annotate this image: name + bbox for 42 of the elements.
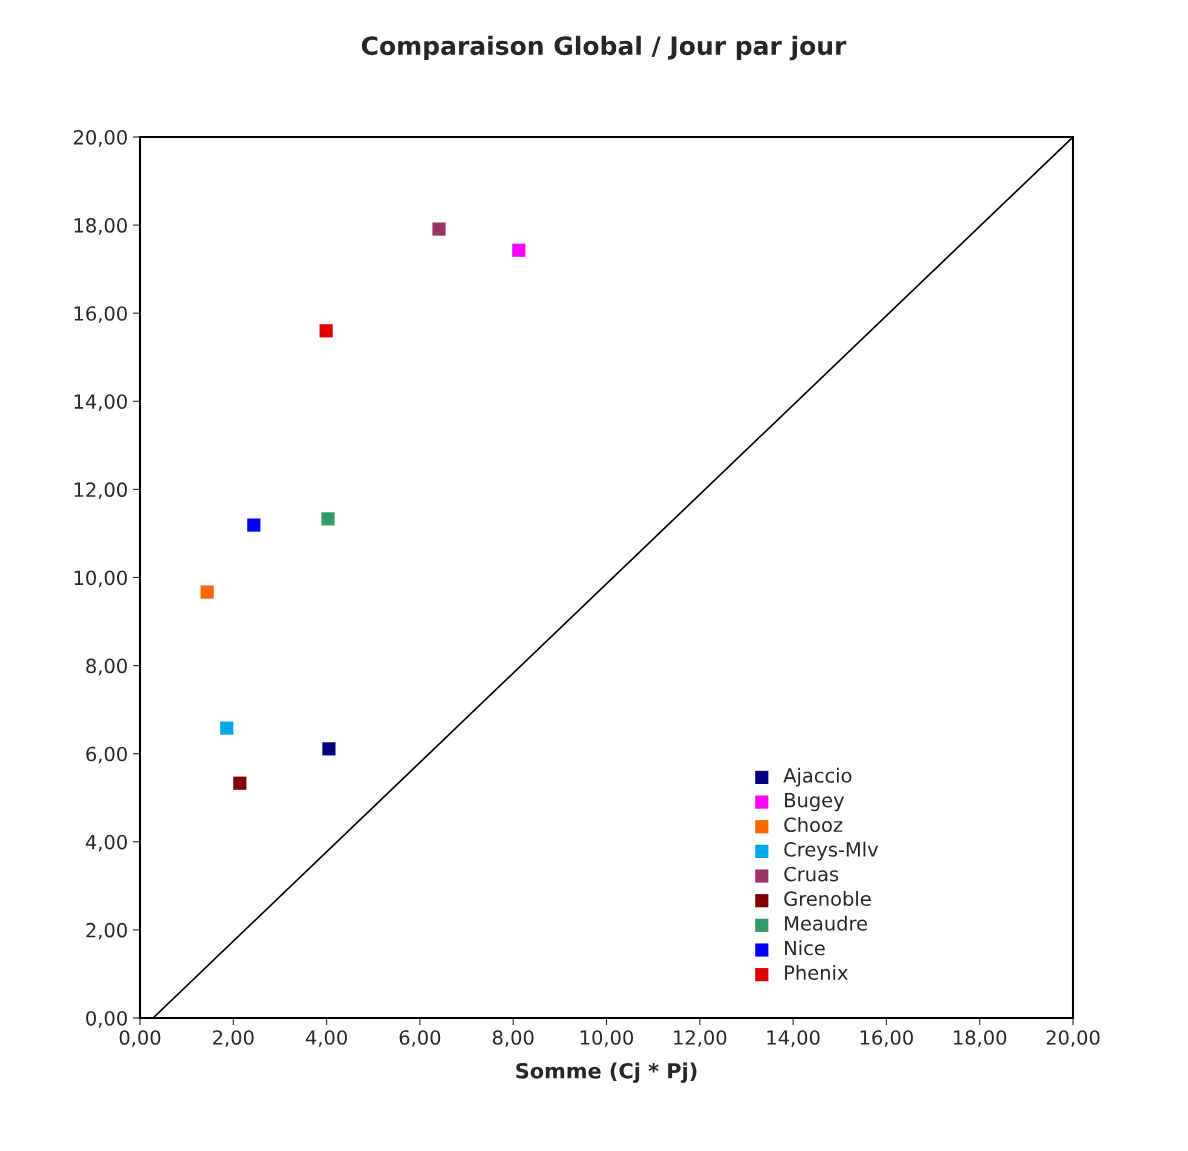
y-tick-label: 16,00: [74, 306, 127, 323]
point: [247, 518, 261, 532]
x-axis-title: Somme (Cj * Pj): [516, 1062, 697, 1083]
legend-label: Cruas: [784, 866, 839, 882]
y-tick-label: 12,00: [74, 482, 127, 500]
x-tick-label: 0,00: [119, 1030, 161, 1047]
x-tick-label: 14,00: [767, 1030, 820, 1047]
x-tick-label: 10,00: [580, 1030, 634, 1047]
y-tick-label: 0,00: [86, 1010, 127, 1028]
x-tick-label: 20,00: [1046, 1030, 1100, 1047]
legend-label: Phenix: [785, 964, 848, 981]
point: [512, 243, 526, 257]
legend-label: Bugey: [785, 793, 845, 812]
point: [432, 222, 446, 236]
y-tick-label: 8,00: [86, 658, 127, 676]
y-tick-label: 2,00: [86, 922, 127, 940]
legend-label: Nice: [785, 940, 825, 956]
point: [322, 742, 336, 756]
legend-label: Ajaccio: [783, 767, 852, 787]
y-tick-label: 20,00: [73, 129, 127, 147]
legend-label: Grenoble: [784, 891, 871, 907]
point: [200, 585, 214, 599]
x-tick-label: 12,00: [674, 1030, 727, 1047]
x-tick-label: 4,00: [305, 1030, 347, 1047]
point: [319, 324, 333, 338]
y-tick-label: 6,00: [86, 746, 127, 764]
y-tick-label: 18,00: [74, 218, 127, 235]
y-tick-label: 10,00: [74, 570, 127, 588]
point: [220, 721, 234, 735]
legend-label: Creys-Mlv: [784, 841, 879, 861]
y-tick-label: 14,00: [74, 394, 127, 411]
legend-label: Meaudre: [785, 915, 867, 931]
chart-title: Comparaison Global / Jour par jour: [361, 35, 847, 61]
x-tick-label: 16,00: [860, 1030, 913, 1047]
point: [233, 776, 247, 790]
point: [321, 512, 335, 526]
x-tick-label: 6,00: [399, 1030, 441, 1047]
x-tick-label: 8,00: [492, 1030, 534, 1047]
x-tick-label: 2,00: [213, 1030, 254, 1047]
legend-label: Chooz: [784, 817, 843, 833]
x-tick-label: 18,00: [954, 1030, 1007, 1047]
y-tick-label: 4,00: [85, 834, 127, 852]
